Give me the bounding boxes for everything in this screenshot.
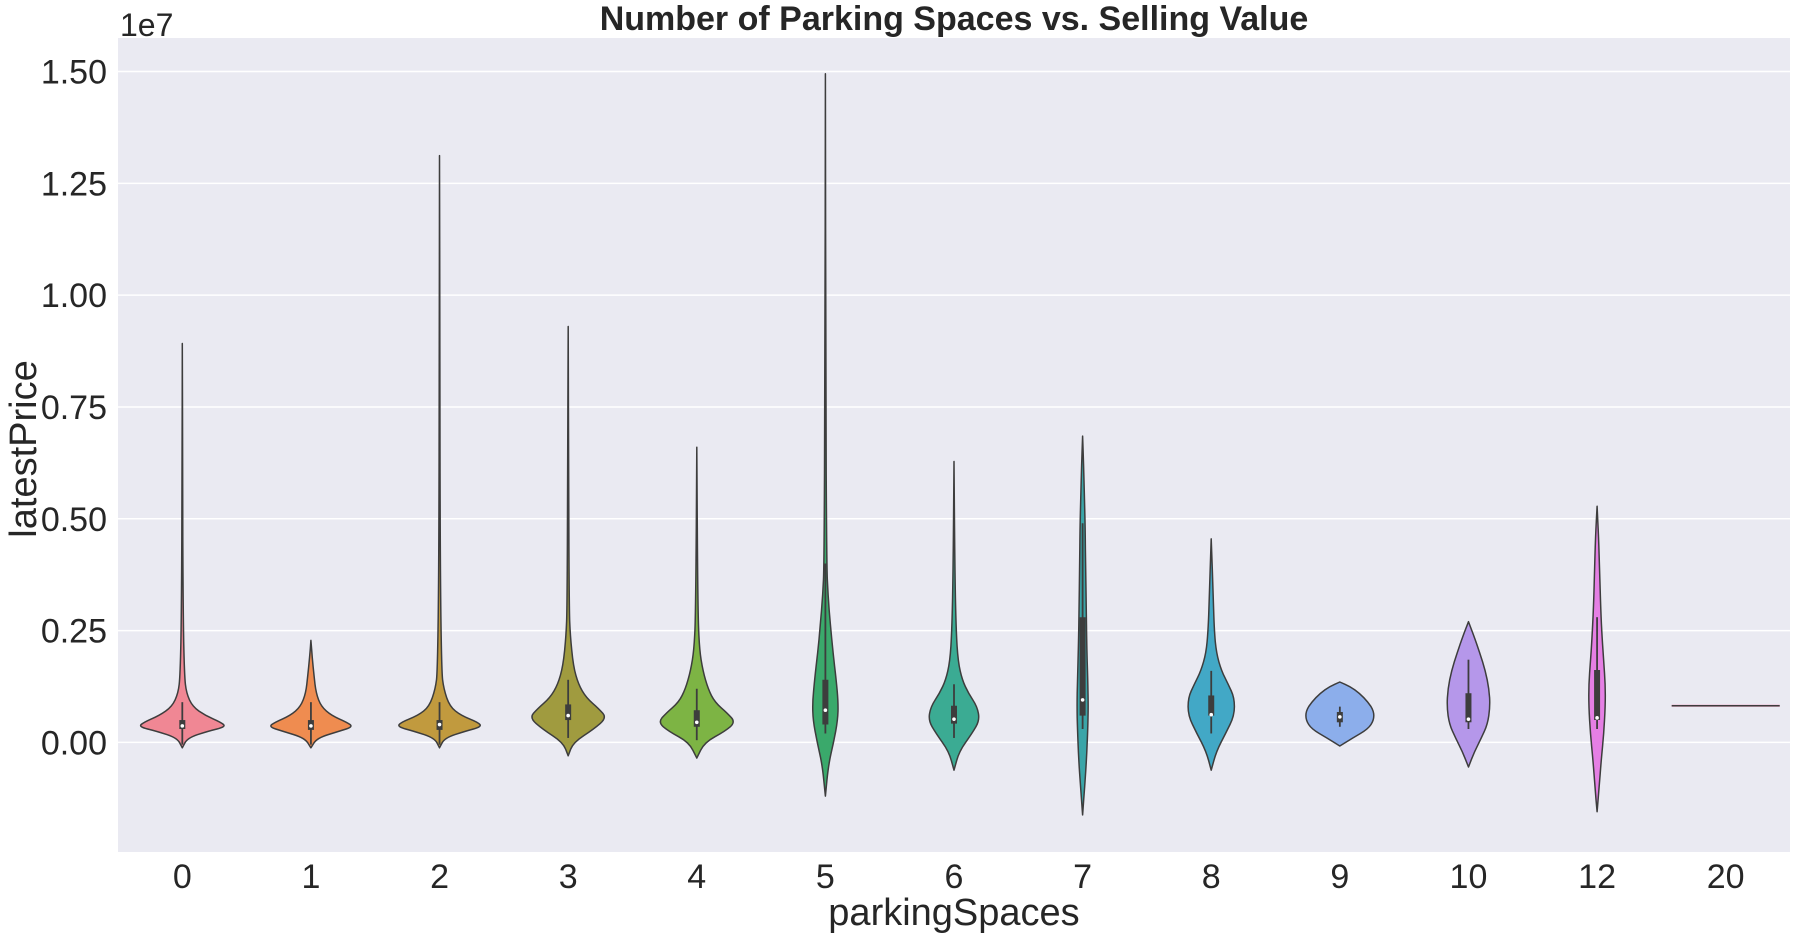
violin-median [823,708,828,713]
violin-median [694,720,699,725]
x-tick-label: 1 [301,858,320,896]
x-tick-label: 0 [173,858,192,896]
x-tick-label: 2 [430,858,449,896]
violin-2 [398,154,481,749]
x-tick-label: 4 [687,858,706,896]
violin-body [1187,538,1236,771]
violin-8 [1187,538,1236,771]
x-tick-label: 5 [816,858,835,896]
violin-3 [531,325,606,757]
violin-median [1338,715,1342,719]
x-tick-labels: 0 1 2 3 4 5 6 7 8 9 10 12 20 [173,858,1745,896]
x-tick-label: 10 [1450,858,1488,896]
violin-median [180,724,185,728]
x-tick-label: 7 [1073,858,1092,896]
violin-1 [270,639,352,749]
violin-body [659,446,734,759]
violin-0 [139,342,225,749]
violin-median [309,724,313,728]
y-axis-label: latestPrice [3,360,45,537]
violin-median [566,713,570,718]
y-offset-label: 1e7 [120,7,173,43]
violin-median [952,717,956,721]
violin-body [139,342,225,749]
violin-body [928,460,980,771]
chart-title: Number of Parking Spaces vs. Selling Val… [600,0,1309,38]
violin-12 [1588,505,1607,813]
violin-10 [1446,620,1491,768]
violin-body [531,325,606,757]
x-tick-label: 6 [945,858,964,896]
violin-body [398,154,481,749]
violin-median [1080,698,1085,702]
violin-body [270,639,352,749]
y-tick-label: 1.00 [41,277,107,315]
violin-9 [1305,681,1375,747]
y-tick-labels: 0.00 0.25 0.50 0.75 1.00 1.25 1.50 [41,54,107,763]
x-tick-label: 8 [1202,858,1221,896]
y-tick-label: 1.25 [41,165,107,203]
x-tick-label: 3 [559,858,578,896]
y-tick-label: 0.75 [41,389,107,427]
x-tick-label: 9 [1330,858,1349,896]
y-tick-label: 0.25 [41,613,107,651]
violin-median [1209,712,1214,717]
y-tick-label: 0.50 [41,501,107,539]
violin-5 [811,73,839,797]
x-tick-label: 20 [1707,858,1745,896]
violin-7 [1076,435,1089,816]
violin-body [811,73,839,797]
violin-median [1466,717,1471,721]
violin-6 [928,460,980,771]
y-tick-label: 0.00 [41,724,107,762]
x-tick-label: 12 [1578,858,1616,896]
violins [139,73,1780,816]
violin-4 [659,446,734,759]
violin-median [437,722,442,727]
y-tick-label: 1.50 [41,54,107,92]
violin-median [1595,716,1599,720]
x-axis-label: parkingSpaces [828,892,1079,934]
